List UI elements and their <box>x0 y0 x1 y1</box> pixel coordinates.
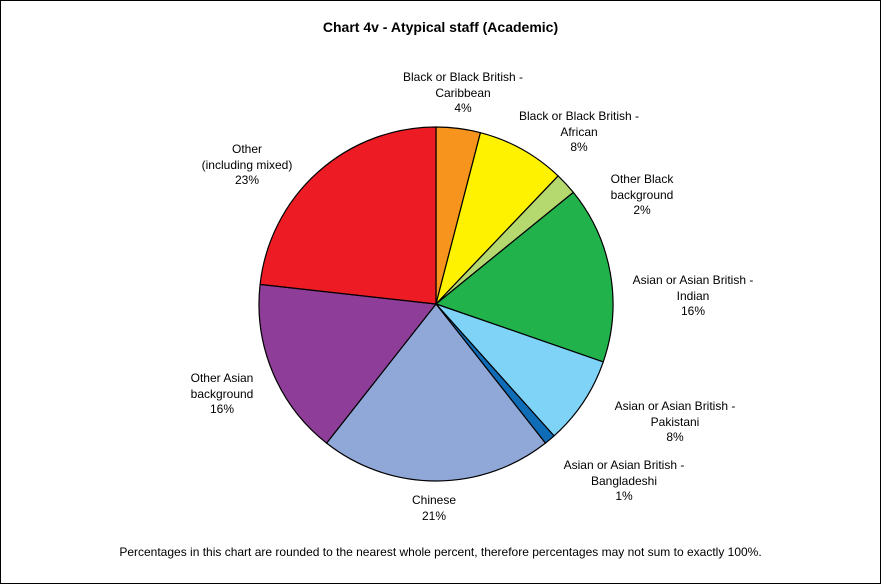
slice-percent: 16% <box>209 402 235 416</box>
slice-percent: 4% <box>454 101 472 115</box>
slice-label-text: Black or Black British - <box>402 70 524 84</box>
slice-label-text: Other <box>231 142 263 156</box>
slice-label: Asian or Asian British - Bangladeshi 1% <box>564 458 685 505</box>
slice-label-text: Pakistani <box>650 414 700 429</box>
slice-label: Black or Black British - Caribbean 4% <box>403 70 523 117</box>
chart-title: Chart 4v - Atypical staff (Academic) <box>322 19 559 35</box>
slice-percent: 8% <box>570 140 588 154</box>
slice-label-text: Asian or Asian British - <box>614 399 736 413</box>
slice-label-text: African <box>560 124 598 139</box>
slice-percent: 8% <box>666 430 684 444</box>
slice-percent: 21% <box>421 508 447 523</box>
slice-label-text: Chinese <box>411 493 457 507</box>
slice-label-text: Other Black <box>610 172 674 186</box>
slice-percent: 23% <box>234 173 260 187</box>
slice-label: Asian or Asian British - Pakistani 8% <box>615 399 736 446</box>
slice-label-text: Asian or Asian British - <box>563 458 685 472</box>
slice-label-text: (including mixed) <box>201 157 293 172</box>
pie-slice-black-or-black-british-african <box>435 132 559 305</box>
slice-label: Black or Black British - African 8% <box>519 109 639 156</box>
chart-footnote: Percentages in this chart are rounded to… <box>119 545 762 559</box>
pie-slice-other-including-mixed <box>259 126 437 305</box>
pie-slice-asian-or-asian-british-pakistani <box>435 303 604 437</box>
slice-label: Other Black background 2% <box>611 172 674 219</box>
pie-slice-other-asian-background <box>258 283 437 444</box>
slice-label: Asian or Asian British - Indian 16% <box>633 273 754 320</box>
slice-percent: 16% <box>680 304 706 318</box>
slice-label-text: Caribbean <box>435 85 491 100</box>
slice-label-text: background <box>190 386 254 401</box>
slice-label-text: background <box>610 187 674 202</box>
slice-label-text: Asian or Asian British - <box>632 273 754 287</box>
slice-label: Chinese 21% <box>412 493 456 524</box>
slice-label-text: Other Asian <box>190 371 254 385</box>
slice-label-text: Bangladeshi <box>590 473 658 488</box>
slice-label: Other Asian background 16% <box>191 371 254 418</box>
slice-percent: 2% <box>633 203 651 217</box>
pie-slice-asian-or-asian-british-indian <box>435 191 614 363</box>
pie-slice-chinese <box>325 303 547 482</box>
slice-percent: 1% <box>615 489 633 503</box>
slice-label: Other (including mixed) 23% <box>202 142 293 189</box>
slice-label-text: Indian <box>676 288 710 303</box>
slice-label-text: Black or Black British - <box>518 109 640 123</box>
